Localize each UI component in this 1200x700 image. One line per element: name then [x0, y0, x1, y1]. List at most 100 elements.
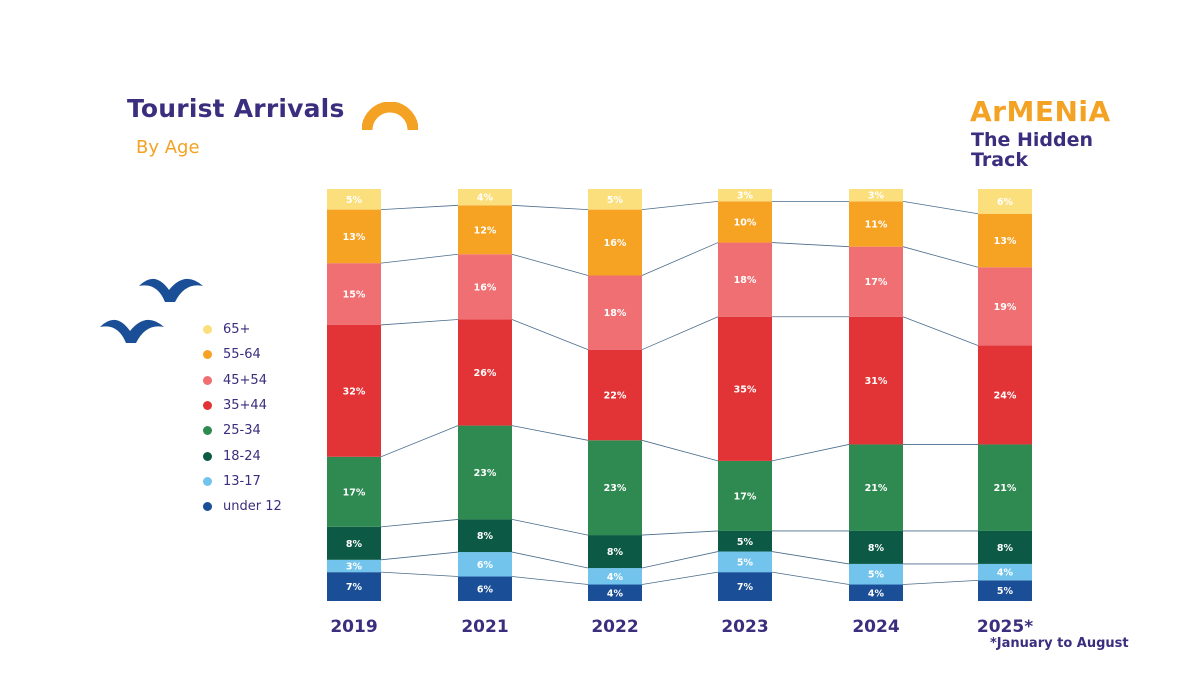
connector-line [902, 316, 979, 346]
bar-segment [718, 242, 772, 317]
x-tick-label: 2024 [852, 617, 899, 637]
data-label: 26% [474, 368, 497, 379]
bar-segment [849, 563, 903, 585]
bar-segment [458, 319, 512, 426]
connector-line [511, 576, 589, 585]
legend-label: 55-64 [223, 347, 261, 363]
bar-segment [849, 246, 903, 317]
legend-swatch [203, 502, 212, 512]
bar-segment [978, 213, 1032, 268]
bar-segment [978, 189, 1032, 214]
bar-segment [718, 530, 772, 552]
data-label: 3% [868, 191, 885, 202]
bar-segment [458, 425, 512, 520]
bar-segment [458, 189, 512, 206]
bar-segment [588, 349, 642, 441]
bar-stack: 4% 4% 8% 23% 22% 18% 16% 5% [588, 189, 642, 601]
data-label: 7% [737, 582, 754, 593]
connector-line [641, 571, 719, 585]
data-label: 4% [997, 568, 1014, 579]
connector-line [380, 253, 459, 264]
bar-segment [978, 267, 1032, 346]
legend-label: 65+ [223, 322, 251, 338]
connector-line [641, 200, 719, 210]
connector-line [511, 425, 589, 441]
bar-segment [327, 189, 381, 210]
legend-item: 35+44 [203, 393, 282, 418]
bar-segment [327, 324, 381, 457]
bar-segment [327, 263, 381, 325]
legend-swatch [203, 401, 212, 411]
data-label: 8% [607, 547, 624, 558]
legend-label: 13-17 [223, 473, 261, 489]
chart-subtitle: By Age [136, 137, 200, 158]
data-label: 6% [997, 197, 1014, 208]
bar-segment [849, 316, 903, 445]
data-label: 18% [604, 308, 627, 319]
bar-stack: 6% 6% 8% 23% 26% 16% 12% 4% [458, 189, 512, 601]
data-label: 8% [477, 531, 494, 542]
blue-bird-icon [139, 278, 203, 302]
x-tick-label: 2023 [721, 617, 768, 637]
x-tick-label: 2021 [461, 617, 508, 637]
connector-line [902, 200, 979, 215]
bar-segment [588, 535, 642, 569]
data-label: 31% [865, 376, 888, 387]
blue-bird-icon [100, 319, 164, 343]
connector-line [511, 519, 589, 536]
connector-line [380, 551, 459, 561]
bar-segment [978, 345, 1032, 445]
connector-line [771, 444, 850, 462]
data-label: 17% [343, 487, 366, 498]
bar-segment [458, 205, 512, 255]
x-tick-label: 2025* [977, 617, 1033, 637]
bar-segment [849, 530, 903, 564]
bar-segment [588, 189, 642, 210]
legend-swatch [203, 375, 212, 385]
data-label: 7% [346, 582, 363, 593]
bar-segment [718, 316, 772, 461]
data-label: 5% [346, 195, 363, 206]
connector-line [380, 204, 459, 210]
data-label: 5% [737, 557, 754, 568]
connector-line [511, 319, 589, 351]
connector-line [771, 551, 850, 565]
bar-segment [849, 584, 903, 601]
bar-segment [849, 189, 903, 202]
bar-segment [849, 444, 903, 531]
connector-line [641, 530, 719, 536]
data-label: 10% [734, 217, 757, 228]
bar-segment [588, 568, 642, 585]
data-label: 16% [474, 282, 497, 293]
data-label: 4% [607, 572, 624, 583]
bar-segment [718, 189, 772, 202]
bar-segment [327, 526, 381, 560]
data-label: 5% [607, 195, 624, 206]
bar-segment [849, 201, 903, 247]
legend-item: 18-24 [203, 443, 282, 468]
bar-stack: 7% 5% 5% 17% 35% 18% 10% 3% [718, 189, 772, 601]
bar-segment [588, 275, 642, 350]
data-label: 16% [604, 238, 627, 249]
bar-segment [978, 563, 1032, 581]
connector-line [380, 519, 459, 528]
data-label: 11% [865, 220, 888, 231]
data-label: 5% [737, 537, 754, 548]
legend-label: 45+54 [223, 372, 267, 388]
bar-segment [327, 209, 381, 264]
connector-line [771, 571, 850, 585]
bar-segment [718, 201, 772, 243]
data-label: 4% [477, 193, 494, 204]
legend-swatch [203, 325, 212, 335]
brand-tagline: The Hidden Track [971, 129, 1094, 171]
bar-segment [718, 572, 772, 601]
legend-item: 55-64 [203, 342, 282, 367]
legend-label: 18-24 [223, 448, 261, 464]
data-label: 22% [604, 391, 627, 402]
connector-line [641, 439, 719, 462]
bar-segment [588, 440, 642, 536]
bar-segment [327, 559, 381, 573]
legend-item: 45+54 [203, 368, 282, 393]
chart-legend: 65+ 55-64 45+54 35+44 25-34 18-24 13-17 under 1… [203, 317, 282, 519]
